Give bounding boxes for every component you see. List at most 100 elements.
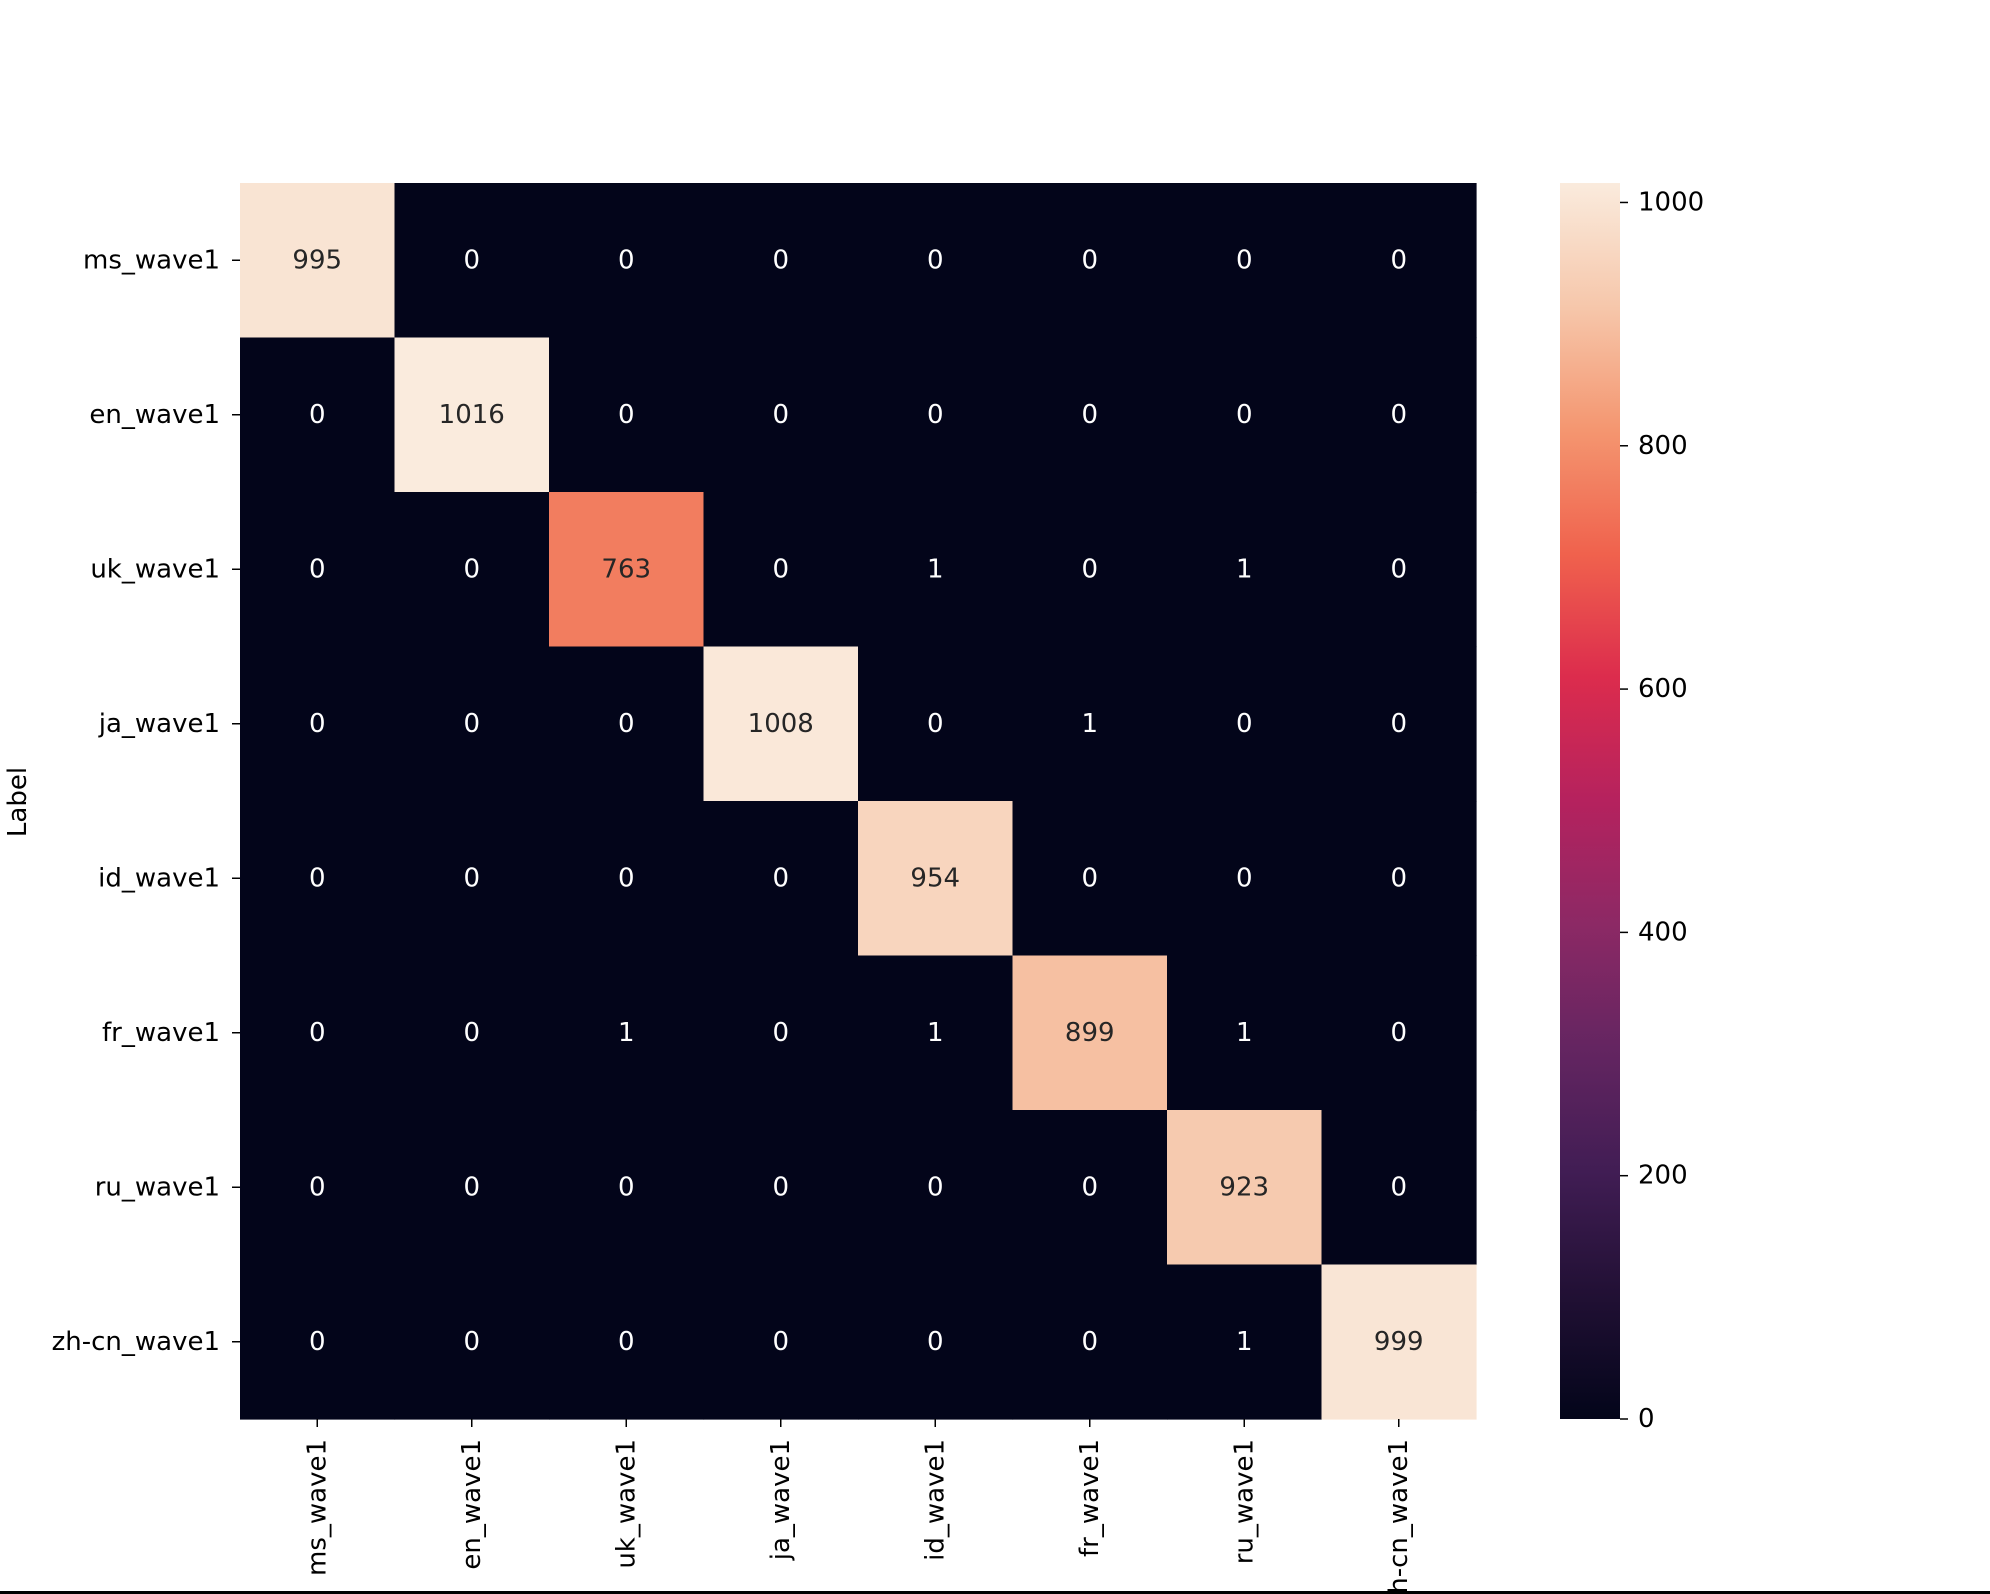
colorbar-tick-label: 200: [1638, 1161, 1688, 1191]
cell-value-label: 899: [1065, 1018, 1115, 1048]
cell-value-label: 954: [910, 863, 960, 893]
cell-value-label: 0: [463, 1327, 480, 1357]
heatmap-cell: [703, 183, 859, 339]
cell-value-label: 0: [618, 863, 635, 893]
cell-value-label: 1008: [748, 709, 814, 739]
cell-value-label: 1016: [439, 400, 505, 430]
heatmap-cell: [1012, 1264, 1168, 1420]
heatmap-cell: [1321, 183, 1477, 339]
column-tick-label: ms_wave1: [302, 1439, 332, 1576]
cell-value-label: 0: [309, 1172, 326, 1202]
cell-value-label: 0: [309, 400, 326, 430]
heatmap-cell: [549, 646, 705, 802]
cell-value-label: 1: [1081, 709, 1098, 739]
heatmap-cell: [1321, 801, 1477, 957]
heatmap-cell: [1321, 1110, 1477, 1266]
heatmap-cell: [858, 337, 1014, 493]
heatmap-cell: [703, 1264, 859, 1420]
cell-value-label: 0: [772, 1018, 789, 1048]
heatmap-cell: [703, 1110, 859, 1266]
heatmap-cell: [549, 1264, 705, 1420]
heatmap-cell: [1012, 801, 1168, 957]
cell-value-label: 0: [1081, 1327, 1098, 1357]
cell-value-label: 1: [1236, 554, 1253, 584]
row-axis: ms_wave1 en_wave1 uk_wave1 ja_wave1 id_wave1…: [52, 245, 240, 1357]
cell-value-label: 0: [618, 709, 635, 739]
heatmap-cell: [703, 955, 859, 1111]
heatmap-cell: [1167, 1264, 1323, 1420]
heatmap-cell: [703, 646, 859, 802]
column-axis: ms_wave1 en_wave1 uk_wave1 ja_wave1 id_wave1…: [302, 1419, 1414, 1594]
cell-value-label: 0: [618, 245, 635, 275]
heatmap-cell: [240, 492, 396, 648]
cell-value-label: 923: [1219, 1172, 1269, 1202]
cell-value-label: 0: [463, 245, 480, 275]
heatmap-cell: [858, 1264, 1014, 1420]
heatmap-cell: [394, 1110, 550, 1266]
heatmap-cell: [240, 646, 396, 802]
cell-value-label: 0: [463, 863, 480, 893]
heatmap-cell: [549, 492, 705, 648]
cell-value-label: 0: [1081, 400, 1098, 430]
heatmap-cell: [1012, 183, 1168, 339]
row-tick-label: uk_wave1: [90, 554, 220, 584]
cell-value-label: 1: [1236, 1327, 1253, 1357]
heatmap-cell: [858, 492, 1014, 648]
heatmap-cell: [1167, 1110, 1323, 1266]
column-tick-label: en_wave1: [457, 1439, 487, 1570]
cell-value-label: 0: [1390, 709, 1407, 739]
column-tick-label: uk_wave1: [611, 1439, 641, 1569]
row-tick-label: fr_wave1: [102, 1018, 220, 1048]
heatmap-cell: [1321, 1264, 1477, 1420]
heatmap-cell: [1012, 955, 1168, 1111]
cell-value-label: 0: [1236, 400, 1253, 430]
cell-value-label: 0: [1390, 863, 1407, 893]
row-tick-label: zh-cn_wave1: [52, 1327, 220, 1357]
cell-value-label: 0: [1236, 709, 1253, 739]
cell-value-label: 0: [463, 1172, 480, 1202]
row-tick-label: ms_wave1: [83, 245, 220, 275]
heatmap-cell: [1321, 646, 1477, 802]
heatmap-cell: [549, 801, 705, 957]
cell-value-label: 0: [618, 1327, 635, 1357]
heatmap-cell: [549, 183, 705, 339]
cell-value-label: 1: [618, 1018, 635, 1048]
cell-value-label: 0: [309, 554, 326, 584]
cell-value-label: 0: [772, 1172, 789, 1202]
cell-value-label: 0: [772, 245, 789, 275]
cell-value-label: 0: [772, 863, 789, 893]
column-tick-label: fr_wave1: [1075, 1439, 1105, 1557]
heatmap-cell: [1167, 183, 1323, 339]
heatmap-cell: [394, 337, 550, 493]
y-axis-label: Label: [3, 767, 33, 837]
cell-value-label: 0: [1390, 1018, 1407, 1048]
colorbar-tick-label: 1000: [1638, 187, 1704, 217]
heatmap-cell: [394, 955, 550, 1111]
heatmap-cell: [1167, 492, 1323, 648]
cell-value-label: 0: [927, 400, 944, 430]
cell-value-label: 0: [772, 554, 789, 584]
cell-value-label: 0: [463, 1018, 480, 1048]
colorbar-tick-label: 0: [1638, 1404, 1655, 1434]
heatmap-cell: [240, 337, 396, 493]
heatmap-cell: [1321, 337, 1477, 493]
colorbar: 0 200 400 600 800 1000: [1560, 183, 1704, 1434]
cell-value-label: 0: [1081, 554, 1098, 584]
cell-value-label: 0: [618, 400, 635, 430]
row-tick-label: id_wave1: [98, 863, 220, 893]
colorbar-tick-label: 400: [1638, 917, 1688, 947]
bottom-border: [0, 1591, 1990, 1594]
heatmap-cell: [858, 801, 1014, 957]
heatmap-cell: [549, 1110, 705, 1266]
row-tick-label: ru_wave1: [95, 1172, 220, 1202]
row-tick-label: ja_wave1: [98, 709, 220, 739]
heatmap-cell: [1167, 955, 1323, 1111]
cell-value-label: 1: [1236, 1018, 1253, 1048]
column-tick-label: ru_wave1: [1229, 1439, 1259, 1564]
cell-value-label: 0: [1081, 245, 1098, 275]
heatmap-cell: [1167, 646, 1323, 802]
cell-value-label: 1: [927, 554, 944, 584]
heatmap-cell: [703, 801, 859, 957]
heatmap-cell: [394, 646, 550, 802]
